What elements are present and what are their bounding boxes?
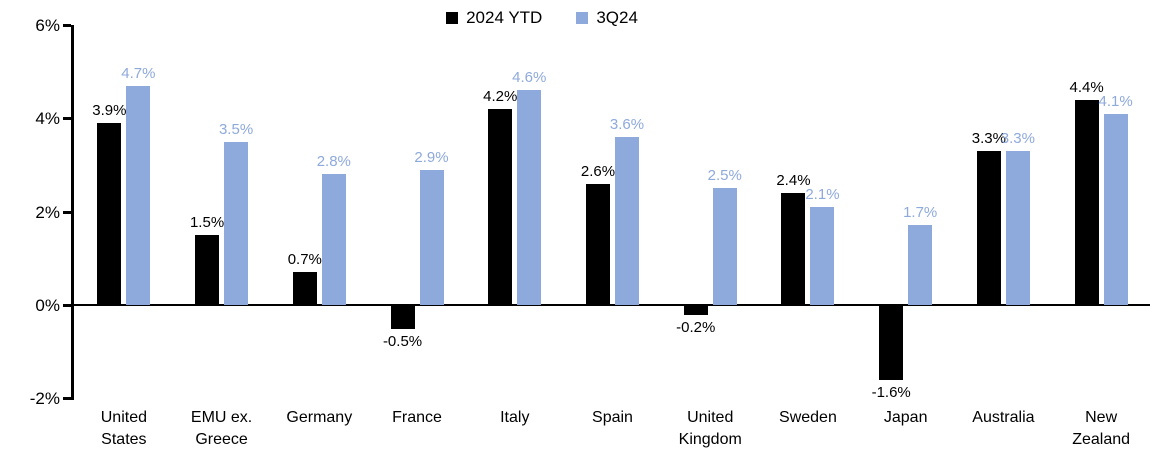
y-axis-tick-6 xyxy=(63,24,71,27)
x-axis-label-line: New xyxy=(1085,409,1118,426)
bar-value-3q24-emu-ex-greece: 3.5% xyxy=(218,120,254,138)
bar-3q24-spain xyxy=(615,136,639,305)
y-axis-label-0: 0% xyxy=(35,295,60,315)
x-axis-label-line: Spain xyxy=(592,409,633,426)
bar-value-3q24-france: 2.9% xyxy=(414,148,449,166)
zero-baseline xyxy=(71,303,1150,306)
x-axis-label-united-states: United States xyxy=(69,407,179,451)
bar-2024-ytd-japan xyxy=(879,305,904,381)
x-axis-label-japan: Japan xyxy=(851,407,961,429)
x-axis-label-germany: Germany xyxy=(264,407,374,429)
bar-3q24-united-states xyxy=(126,85,151,305)
bar-3q24-australia xyxy=(1005,150,1030,305)
bar-value-3q24-italy: 4.6% xyxy=(512,69,547,87)
y-axis-tick-0 xyxy=(63,303,71,307)
x-axis-label-australia: Australia xyxy=(948,407,1058,429)
x-axis-label-line: Australia xyxy=(972,409,1035,426)
bar-value-3q24-germany: 2.8% xyxy=(316,153,351,171)
bar-value-3q24-australia: 3.3% xyxy=(1000,129,1035,147)
bar-value-2024-ytd-new-zealand: 4.4% xyxy=(1069,78,1104,96)
bar-value-3q24-spain: 3.6% xyxy=(609,115,645,133)
bar-value-3q24-united-states: 4.7% xyxy=(121,64,156,82)
bar-3q24-emu-ex-greece xyxy=(224,141,249,305)
bar-value-2024-ytd-france: -0.5% xyxy=(382,333,423,351)
bar-value-2024-ytd-united-states: 3.9% xyxy=(92,101,127,119)
x-axis-label-line: United xyxy=(687,409,734,426)
bar-value-2024-ytd-japan: -1.6% xyxy=(871,384,911,402)
bar-2024-ytd-australia xyxy=(976,150,1001,305)
x-axis-label-spain: Spain xyxy=(558,407,668,429)
x-axis-label-line: Greece xyxy=(195,431,248,448)
legend-swatch-2024-ytd xyxy=(446,12,459,24)
bar-value-2024-ytd-germany: 0.7% xyxy=(287,251,322,269)
bar-3q24-new-zealand xyxy=(1103,113,1128,305)
bar-2024-ytd-france xyxy=(390,305,415,330)
bar-2024-ytd-united-kingdom xyxy=(683,305,708,316)
bar-3q24-italy xyxy=(517,90,542,305)
legend-item-2024-ytd: 2024 YTD xyxy=(446,8,542,28)
x-axis-label-line: States xyxy=(101,431,147,448)
y-axis-tick-4 xyxy=(63,117,71,121)
x-axis-label-united-kingdom: United Kingdom xyxy=(655,407,765,451)
y-axis-label-4: 4% xyxy=(35,109,60,129)
bar-value-3q24-japan: 1.7% xyxy=(903,204,938,222)
x-axis-label-line: Japan xyxy=(883,409,928,426)
bar-2024-ytd-united-states xyxy=(97,122,122,305)
x-axis-label-line: France xyxy=(392,409,442,426)
x-axis-label-line: Italy xyxy=(500,409,530,426)
x-axis-label-line: Kingdom xyxy=(678,431,742,448)
bar-2024-ytd-italy xyxy=(488,108,513,305)
y-axis-line xyxy=(71,25,74,400)
legend-label-2024-ytd: 2024 YTD xyxy=(466,8,543,27)
x-axis-label-new-zealand: New Zealand xyxy=(1046,407,1152,451)
x-axis-label-france: France xyxy=(362,407,472,429)
y-axis-tick-2 xyxy=(63,210,71,214)
bar-3q24-germany xyxy=(321,174,346,305)
y-axis-label-2: 2% xyxy=(35,202,60,222)
bar-2024-ytd-sweden xyxy=(781,192,806,305)
bar-3q24-united-kingdom xyxy=(712,188,737,305)
legend-swatch-3q24 xyxy=(576,12,589,24)
bar-2024-ytd-germany xyxy=(292,272,317,305)
chart-legend: 2024 YTD 3Q24 xyxy=(0,8,1118,28)
bar-value-2024-ytd-emu-ex-greece: 1.5% xyxy=(189,213,225,231)
x-axis-label-line: Sweden xyxy=(779,409,837,426)
bar-3q24-japan xyxy=(908,225,933,305)
bar-2024-ytd-emu-ex-greece xyxy=(195,234,220,305)
bar-value-2024-ytd-sweden: 2.4% xyxy=(776,171,811,189)
bar-value-2024-ytd-spain: 2.6% xyxy=(580,162,616,180)
y-axis-label-6: 6% xyxy=(35,16,60,35)
bar-3q24-france xyxy=(419,169,444,305)
bar-value-2024-ytd-australia: 3.3% xyxy=(971,129,1006,147)
x-axis-label-line: United xyxy=(100,409,147,426)
bar-value-3q24-united-kingdom: 2.5% xyxy=(707,167,742,185)
bar-value-3q24-new-zealand: 4.1% xyxy=(1098,92,1133,110)
y-axis-tick-2 xyxy=(63,397,71,400)
legend-label-3q24: 3Q24 xyxy=(596,8,638,27)
bar-2024-ytd-spain xyxy=(586,183,610,305)
x-axis-label-italy: Italy xyxy=(460,407,570,429)
bar-2024-ytd-new-zealand xyxy=(1074,99,1099,305)
x-axis-label-line: Zealand xyxy=(1072,431,1131,448)
x-axis-label-emu-ex-greece: EMU ex. Greece xyxy=(167,407,277,451)
x-axis-label-line: Germany xyxy=(286,409,353,426)
x-axis-label-sweden: Sweden xyxy=(753,407,863,429)
bar-value-2024-ytd-italy: 4.2% xyxy=(483,87,518,105)
bar-3q24-sweden xyxy=(810,206,835,305)
x-axis-label-line: EMU ex. xyxy=(190,409,253,426)
y-axis-label-2: -2% xyxy=(29,389,60,408)
bar-value-2024-ytd-united-kingdom: -0.2% xyxy=(676,319,716,337)
legend-item-3q24: 3Q24 xyxy=(576,8,638,28)
bar-value-3q24-sweden: 2.1% xyxy=(805,185,840,203)
